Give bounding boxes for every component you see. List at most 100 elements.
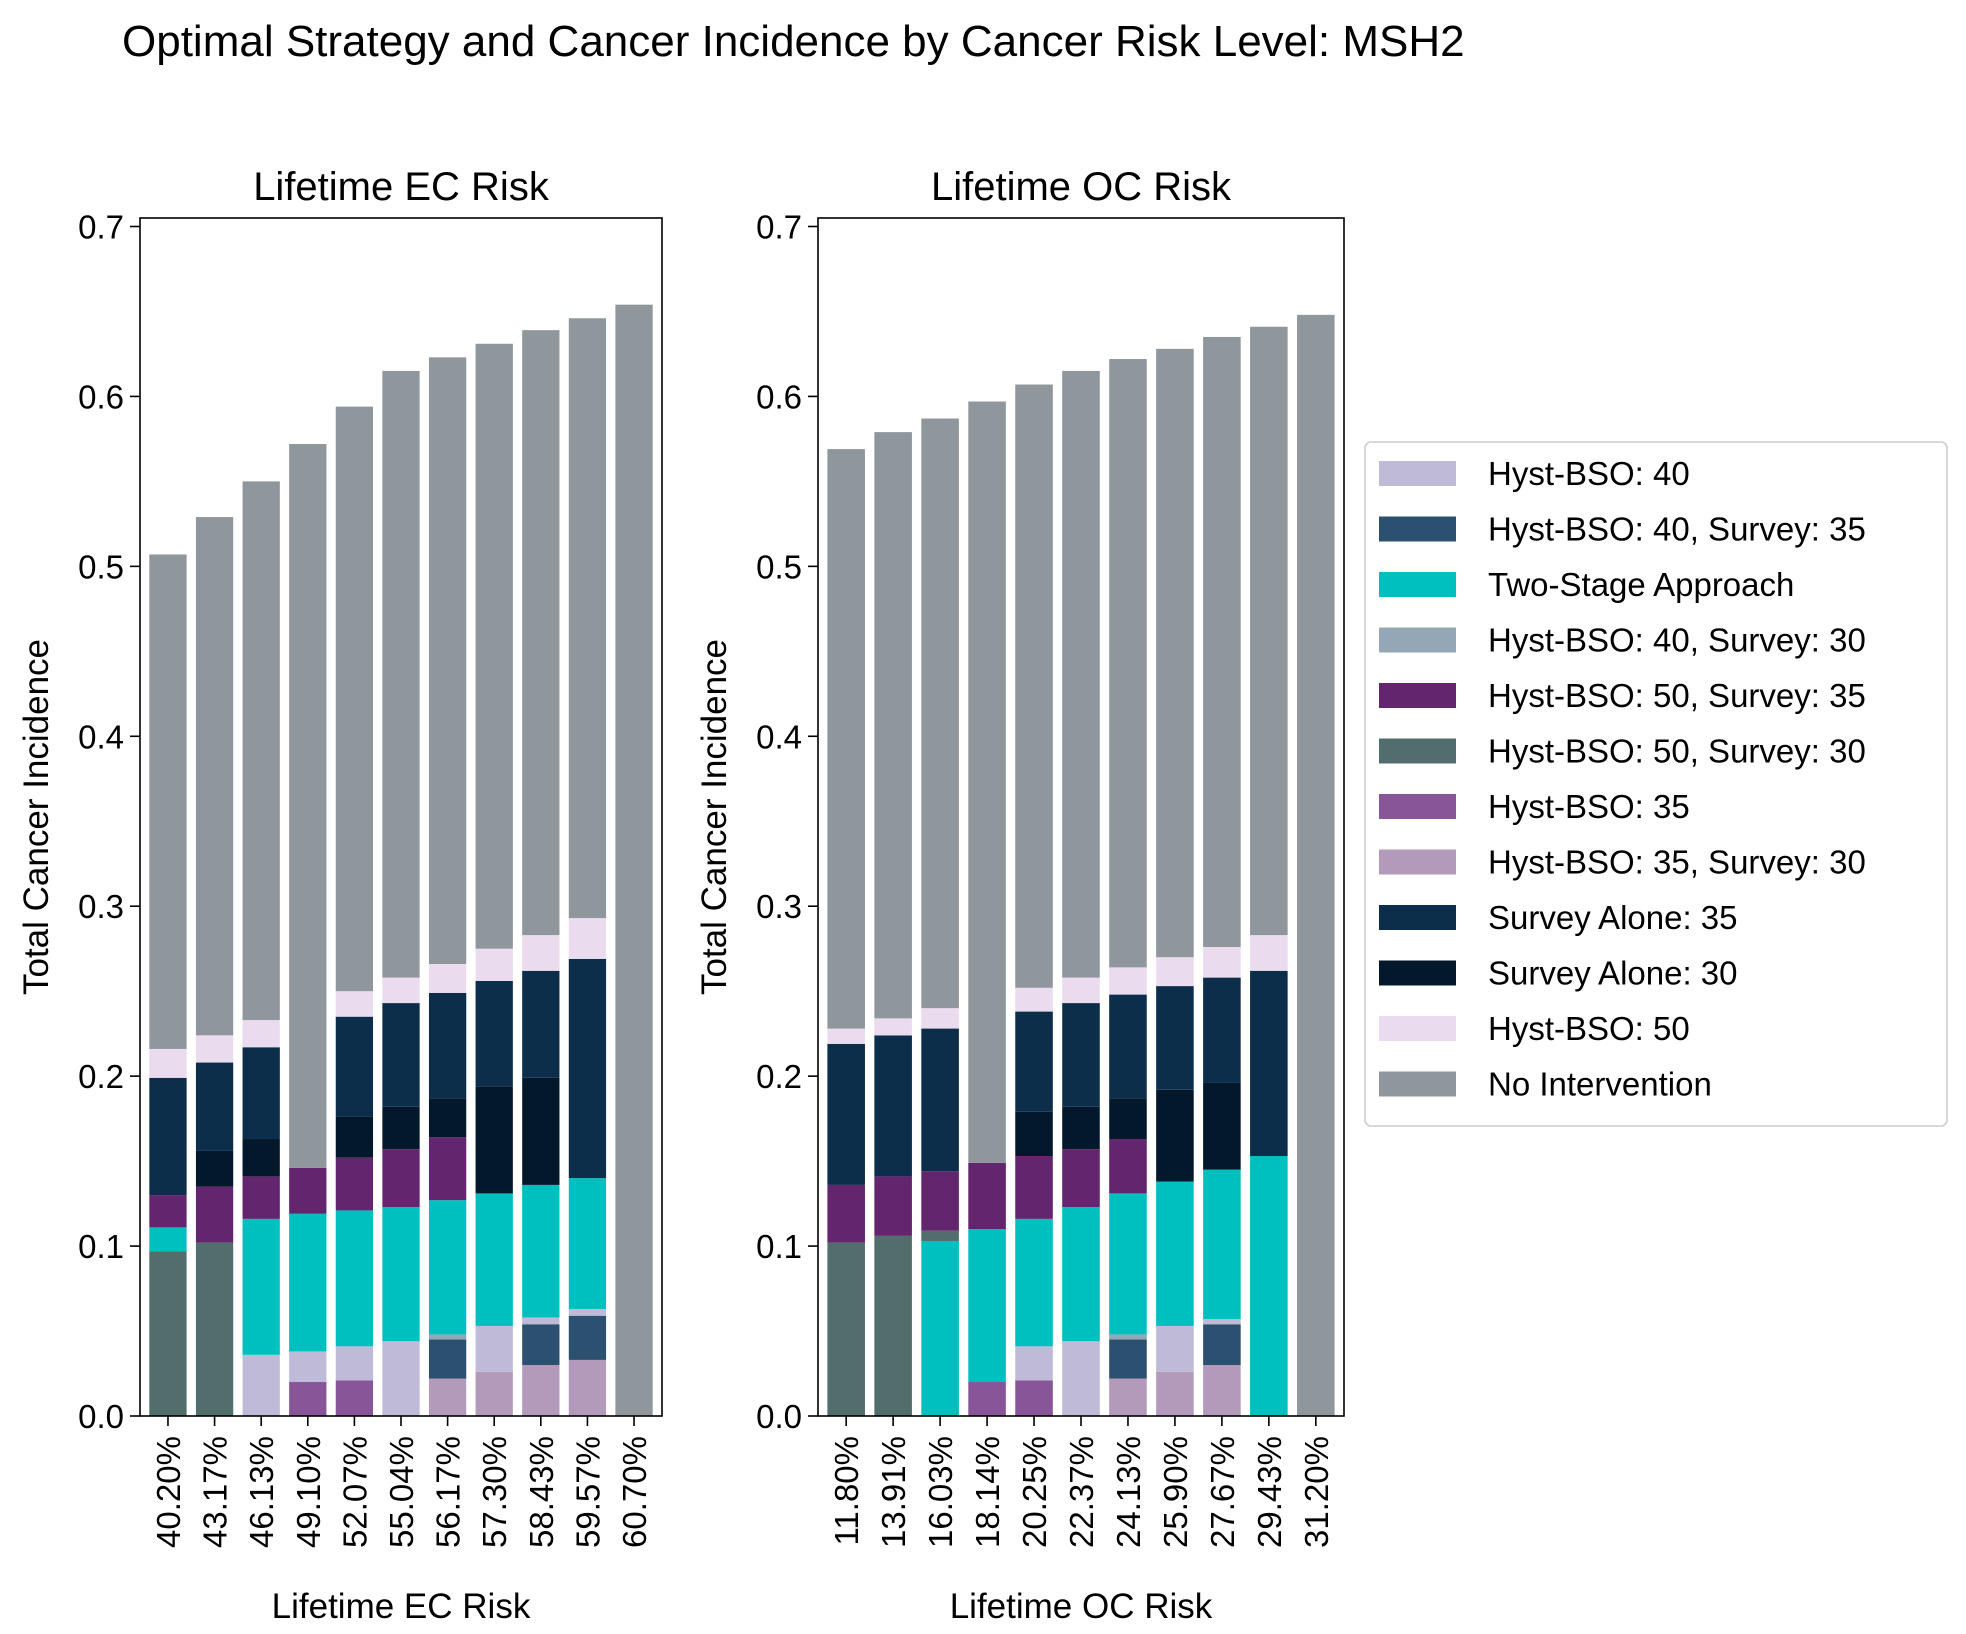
bar-segment: Hyst-BSO: 35, Survey: 30: 0.03 — [522, 1365, 560, 1416]
bar-segment: Hyst-BSO: 50: 0.017 — [428, 963, 467, 993]
y-axis-label: Total Cancer Incidence — [17, 639, 56, 995]
bar-segment: Survey Alone: 35: 0.061 — [382, 1003, 420, 1107]
bar-segment: Survey Alone: 30: 0.022 — [242, 1139, 280, 1177]
legend-swatch — [1379, 461, 1456, 486]
y-tick-label: 0.7 — [756, 208, 802, 245]
bar-segment: Survey Alone: 30: 0.024 — [335, 1116, 374, 1158]
bar-segment: Hyst-BSO: 35, Survey: 30: 0.022 — [428, 1378, 467, 1416]
legend-swatch — [1379, 794, 1456, 819]
bar-segment: Survey Alone: 35: 0.063 — [522, 970, 560, 1078]
legend-label: Survey Alone: 35 — [1488, 899, 1738, 936]
bar-segment: Hyst-BSO: 50: 0.024 — [568, 918, 607, 959]
bar-segment: Hyst-BSO: 50, Survey: 30: 0.102 — [195, 1242, 234, 1416]
bar-segment: No Intervention: 0.448 — [968, 401, 1006, 1163]
bar-segment: Hyst-BSO: 50, Survey: 35: 0.034 — [382, 1149, 420, 1207]
legend-swatch — [1379, 905, 1456, 930]
bar-segment: No Intervention: 0.356 — [522, 330, 560, 936]
x-tick-label: 27.67% — [1204, 1436, 1241, 1548]
bar-segment: Hyst-BSO: 50: 0.009 — [827, 1028, 865, 1044]
bar-segment: Hyst-BSO: 50: 0.018 — [1203, 947, 1241, 978]
bar-segment: Survey Alone: 35: 0.109 — [1250, 970, 1288, 1157]
legend-label: Hyst-BSO: 50 — [1488, 1010, 1690, 1047]
bar-segment: Hyst-BSO: 50: 0.015 — [1062, 977, 1100, 1004]
bar-segment: Hyst-BSO: 40: 0.044 — [1062, 1341, 1100, 1416]
bar-segment: Survey Alone: 35: 0.062 — [428, 992, 467, 1099]
bar-segment: Two-Stage Approach: 0.078 — [522, 1184, 560, 1318]
bar-segment: Hyst-BSO: 50: 0.021 — [522, 935, 560, 971]
bar-segment: No Intervention: 0.648 — [1297, 314, 1335, 1416]
bar-segment: Hyst-BSO: 40, Survey: 30: 0.003 — [428, 1334, 467, 1340]
bar-segment: Survey Alone: 35: 0.062 — [1203, 977, 1241, 1083]
bar-segment: No Intervention: 0.357 — [428, 357, 467, 964]
bar-segment: Survey Alone: 35: 0.083 — [874, 1035, 912, 1177]
bar-segment: Hyst-BSO: 50: 0.015 — [335, 991, 374, 1017]
x-tick-label: 29.43% — [1251, 1436, 1288, 1548]
bar-segment: Hyst-BSO: 40: 0.003 — [1203, 1319, 1241, 1325]
legend-label: Hyst-BSO: 35, Survey: 30 — [1488, 844, 1866, 881]
bar-segment: Two-Stage Approach: 0.081 — [289, 1213, 327, 1352]
bar-segment: Survey Alone: 30: 0.051 — [1203, 1082, 1241, 1170]
bar-segment: Two-Stage Approach: 0.088 — [1203, 1169, 1241, 1320]
bar-segment: Hyst-BSO: 40: 0.004 — [522, 1317, 560, 1325]
x-tick-label: 56.17% — [430, 1436, 467, 1548]
legend-swatch — [1379, 627, 1456, 653]
legend-label: Hyst-BSO: 35 — [1488, 788, 1690, 825]
bar-segment: Hyst-BSO: 50, Survey: 35: 0.037 — [1015, 1156, 1053, 1219]
bar-segment: Two-Stage Approach: 0.09 — [968, 1229, 1006, 1383]
bar-segment: Hyst-BSO: 40: 0.044 — [382, 1341, 420, 1416]
bar-segment: Survey Alone: 35: 0.052 — [195, 1062, 234, 1151]
bar-segment: No Intervention: 0.358 — [1250, 326, 1288, 936]
x-tick-label: 46.13% — [243, 1436, 280, 1548]
legend: Hyst-BSO: 40 Hyst-BSO: 40, Survey: 35 Two-… — [1364, 441, 1948, 1127]
bar-segment: Hyst-BSO: 50, Survey: 35: 0.034 — [1062, 1149, 1100, 1207]
x-tick-label: 49.10% — [290, 1436, 327, 1548]
bar-segment: Hyst-BSO: 50: 0.016 — [195, 1035, 234, 1063]
bar-segment: Hyst-BSO: 50, Survey: 35: 0.035 — [874, 1176, 912, 1236]
bar-segment: Survey Alone: 35: 0.061 — [1156, 986, 1194, 1090]
x-tick-label: 40.20% — [150, 1436, 187, 1548]
bar-segment: Survey Alone: 30: 0.025 — [1062, 1106, 1100, 1150]
bar-segment: Hyst-BSO: 50, Survey: 30: 0.006 — [921, 1230, 959, 1241]
legend-swatch — [1379, 849, 1456, 875]
bar-segment: Survey Alone: 30: 0.063 — [475, 1086, 513, 1194]
bar-segment: Hyst-BSO: 40, Survey: 35: 0.026 — [568, 1315, 607, 1360]
bar-segment: Hyst-BSO: 35: 0.02 — [289, 1382, 327, 1416]
bar-segment: Hyst-BSO: 40: 0.027 — [475, 1325, 513, 1372]
bar-segment: Hyst-BSO: 50: 0.019 — [475, 948, 513, 981]
bar-segment: No Intervention: 0.357 — [1062, 370, 1100, 978]
oc-risk-panel: Hyst-BSO: 50, Survey: 30: 0.102Hyst-BSO:… — [695, 165, 1345, 1626]
legend-label: Survey Alone: 30 — [1488, 955, 1738, 992]
x-tick-label: 57.30% — [476, 1436, 513, 1548]
bar-segment: No Intervention: 0.341 — [827, 449, 865, 1029]
bar-segment: Survey Alone: 35: 0.059 — [335, 1016, 374, 1117]
bar-segment: Hyst-BSO: 50, Survey: 35: 0.035 — [921, 1171, 959, 1231]
bar-segment: Hyst-BSO: 50: 0.017 — [1156, 957, 1194, 987]
bar-segment: Hyst-BSO: 50: 0.014 — [1015, 987, 1053, 1012]
bar-segment: Two-Stage Approach: 0.103 — [921, 1240, 959, 1416]
bar-segment: Hyst-BSO: 50: 0.016 — [242, 1020, 280, 1048]
y-tick-label: 0.2 — [78, 1058, 124, 1095]
y-tick-label: 0.5 — [756, 548, 802, 585]
bar-segment: Hyst-BSO: 50: 0.016 — [1109, 967, 1147, 995]
bar-segment: Hyst-BSO: 40, Survey: 35: 0.024 — [522, 1324, 560, 1366]
bar-segment: Survey Alone: 30: 0.023 — [428, 1098, 467, 1138]
bar-segment: Hyst-BSO: 40, Survey: 35: 0.023 — [1109, 1339, 1147, 1379]
bar-segment: Hyst-BSO: 50: 0.021 — [1250, 935, 1288, 971]
bar-segment: Hyst-BSO: 35: 0.021 — [1015, 1380, 1053, 1416]
bar-segment: Hyst-BSO: 50, Survey: 35: 0.039 — [968, 1162, 1006, 1230]
x-axis-label: Lifetime OC Risk — [950, 1587, 1213, 1626]
x-tick-label: 59.57% — [569, 1436, 606, 1548]
bar-segment: Survey Alone: 30: 0.021 — [195, 1150, 234, 1187]
bar-segment: Two-Stage Approach: 0.078 — [475, 1193, 513, 1326]
y-tick-label: 0.4 — [78, 718, 124, 755]
x-tick-label: 60.70% — [616, 1436, 653, 1548]
bar-segment: Hyst-BSO: 50, Survey: 30: 0.097 — [149, 1251, 187, 1416]
bar-segment: No Intervention: 0.291 — [149, 554, 187, 1049]
bar-segment: Hyst-BSO: 40, Survey: 30: 0.003 — [1109, 1334, 1147, 1340]
legend-label: Hyst-BSO: 50, Survey: 35 — [1488, 677, 1866, 714]
bar-segment: Hyst-BSO: 50: 0.012 — [921, 1008, 959, 1029]
x-tick-label: 58.43% — [523, 1436, 560, 1548]
legend-swatch — [1379, 1071, 1456, 1097]
bar-segment: No Intervention: 0.357 — [382, 370, 420, 978]
